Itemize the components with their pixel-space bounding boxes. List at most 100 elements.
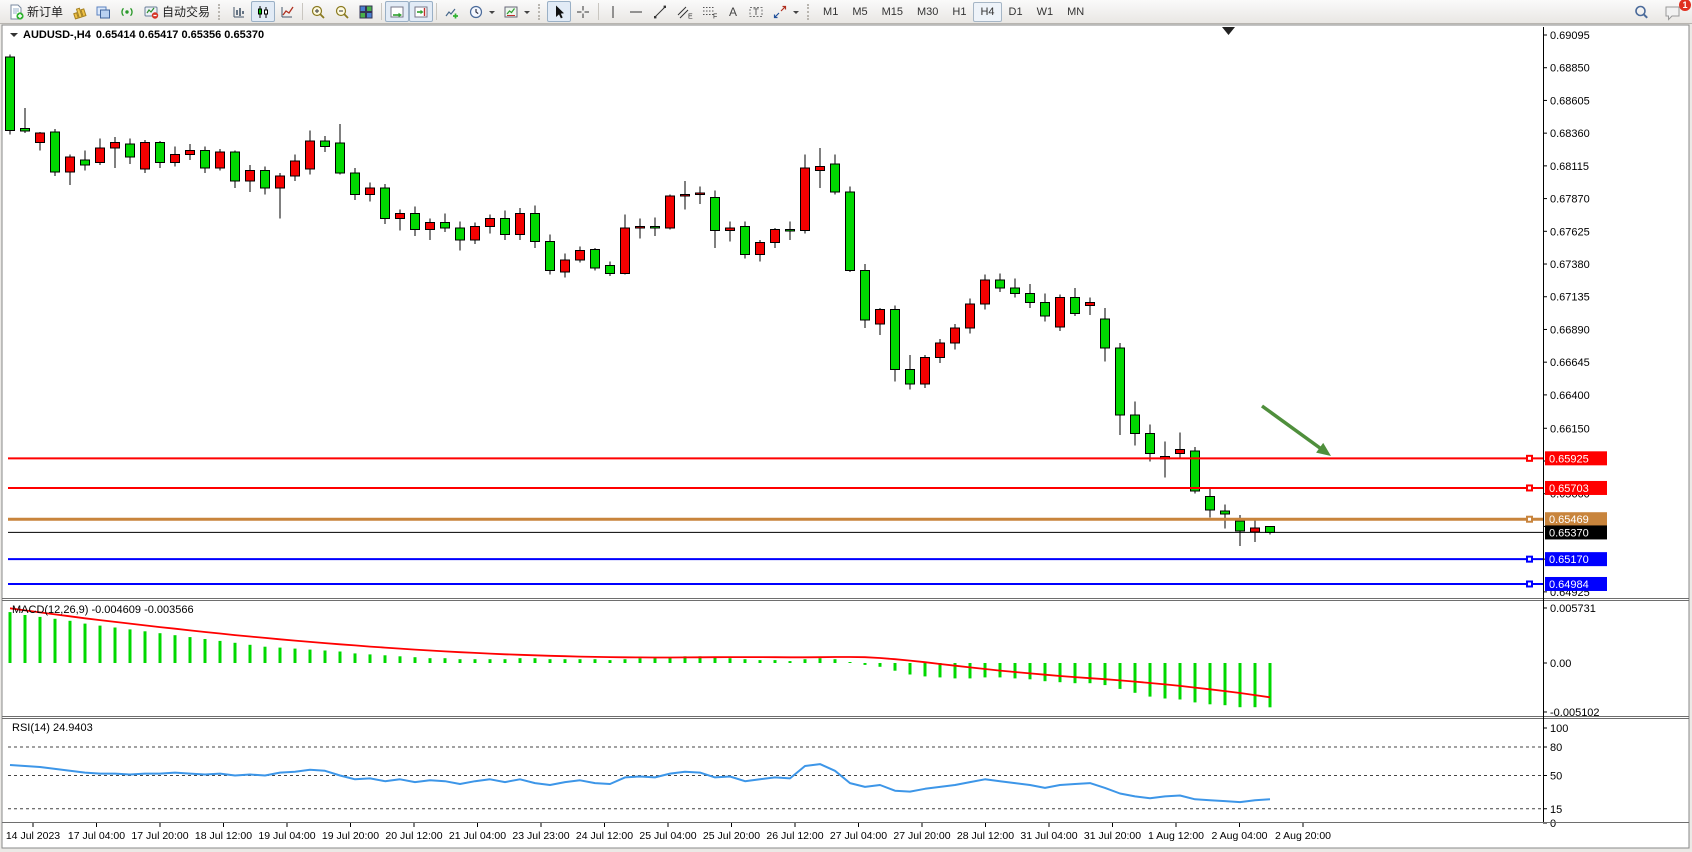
candle-down[interactable]	[1265, 526, 1275, 533]
candle-up[interactable]	[575, 250, 585, 261]
candle-down[interactable]	[20, 128, 30, 132]
candle-up[interactable]	[470, 226, 480, 241]
candle-up[interactable]	[35, 132, 45, 143]
candle-down[interactable]	[500, 218, 510, 236]
candle-down[interactable]	[1100, 318, 1110, 349]
zoom-in-button[interactable]	[306, 1, 330, 22]
candle-up[interactable]	[365, 187, 375, 196]
trendline-button[interactable]	[648, 1, 672, 22]
candle-up[interactable]	[800, 167, 810, 232]
candle-up[interactable]	[395, 212, 405, 220]
arrows-tool-button[interactable]	[768, 1, 803, 22]
market-depth-button[interactable]	[67, 1, 91, 22]
candle-down[interactable]	[860, 270, 870, 321]
annotation-arrow-head[interactable]	[1316, 442, 1331, 456]
annotation-arrow-shaft[interactable]	[1260, 404, 1324, 452]
candle-up[interactable]	[65, 156, 75, 173]
candle-up[interactable]	[305, 140, 315, 170]
horizontal-line-button[interactable]	[624, 1, 648, 22]
candle-down[interactable]	[1025, 292, 1035, 304]
candle-down[interactable]	[1010, 287, 1020, 294]
notifications-button[interactable]: 1	[1660, 0, 1691, 23]
candle-down[interactable]	[890, 308, 900, 370]
candle-down[interactable]	[335, 142, 345, 174]
candle-up[interactable]	[770, 228, 780, 244]
candle-up[interactable]	[560, 259, 570, 273]
periods-button[interactable]	[464, 1, 499, 22]
chart-collapse-icon[interactable]	[10, 33, 18, 41]
candle-up[interactable]	[140, 142, 150, 170]
chart-title[interactable]: AUDUSD-,H4 0.65414 0.65417 0.65356 0.653…	[10, 29, 264, 41]
timeframe-m1-button[interactable]: M1	[816, 2, 845, 22]
candle-down[interactable]	[5, 56, 15, 131]
candle-down[interactable]	[710, 196, 720, 232]
timeframe-m15-button[interactable]: M15	[875, 2, 910, 22]
candle-up[interactable]	[935, 342, 945, 358]
candle-up[interactable]	[425, 222, 435, 230]
candle-down[interactable]	[590, 248, 600, 269]
candle-up[interactable]	[695, 192, 705, 196]
candle-up[interactable]	[515, 212, 525, 236]
candle-up[interactable]	[1085, 302, 1095, 306]
candle-down[interactable]	[380, 187, 390, 220]
candle-down[interactable]	[1145, 433, 1155, 455]
vertical-line-button[interactable]	[602, 1, 624, 22]
candle-down[interactable]	[50, 131, 60, 173]
signals-button[interactable]	[115, 1, 139, 22]
timeframe-m5-button[interactable]: M5	[845, 2, 874, 22]
candle-down[interactable]	[530, 212, 540, 242]
candle-down[interactable]	[80, 159, 90, 166]
candle-down[interactable]	[350, 172, 360, 196]
profiles-button[interactable]	[91, 1, 115, 22]
templates-button[interactable]	[499, 1, 534, 22]
line-chart-button[interactable]	[275, 1, 299, 22]
candle-down[interactable]	[1115, 347, 1125, 416]
candle-down[interactable]	[200, 150, 210, 169]
candle-down[interactable]	[155, 142, 165, 163]
candle-up[interactable]	[665, 195, 675, 229]
candle-up[interactable]	[275, 175, 285, 189]
auto-trading-button[interactable]: 自动交易	[139, 1, 214, 22]
candle-up[interactable]	[755, 242, 765, 256]
candle-up[interactable]	[485, 218, 495, 228]
candle-up[interactable]	[680, 194, 690, 197]
crosshair-button[interactable]	[571, 1, 595, 22]
candlestick-chart-button[interactable]	[251, 1, 276, 22]
candle-down[interactable]	[410, 212, 420, 230]
candle-down[interactable]	[440, 222, 450, 229]
auto-scroll-button[interactable]	[385, 1, 410, 22]
timeframe-w1-button[interactable]: W1	[1030, 2, 1061, 22]
candle-down[interactable]	[1040, 302, 1050, 317]
candle-down[interactable]	[740, 226, 750, 256]
timeframe-d1-button[interactable]: D1	[1002, 2, 1030, 22]
candle-down[interactable]	[650, 226, 660, 229]
candle-down[interactable]	[1070, 296, 1080, 314]
candle-down[interactable]	[605, 264, 615, 274]
candle-down[interactable]	[845, 191, 855, 272]
candle-up[interactable]	[980, 279, 990, 305]
candle-down[interactable]	[230, 151, 240, 182]
candle-down[interactable]	[455, 227, 465, 241]
chart-shift-button[interactable]	[409, 1, 434, 22]
zoom-out-button[interactable]	[330, 1, 354, 22]
candle-up[interactable]	[95, 147, 105, 164]
new-order-button[interactable]: 新订单	[4, 1, 67, 22]
timeframe-h1-button[interactable]: H1	[945, 2, 973, 22]
candle-up[interactable]	[110, 142, 120, 149]
candle-up[interactable]	[725, 227, 735, 232]
candle-down[interactable]	[260, 170, 270, 189]
cursor-button[interactable]	[547, 1, 572, 22]
candle-down[interactable]	[320, 140, 330, 147]
search-button[interactable]	[1629, 2, 1654, 23]
fibonacci-button[interactable]: F	[697, 1, 722, 22]
candle-down[interactable]	[1190, 450, 1200, 492]
text-tool-button[interactable]: A	[722, 1, 744, 22]
candle-up[interactable]	[620, 227, 630, 274]
label-tool-button[interactable]: T	[744, 1, 768, 22]
candle-up[interactable]	[950, 327, 960, 344]
candle-up[interactable]	[1175, 449, 1185, 455]
candle-down[interactable]	[1220, 510, 1230, 515]
candle-down[interactable]	[905, 369, 915, 385]
candle-up[interactable]	[635, 226, 645, 229]
